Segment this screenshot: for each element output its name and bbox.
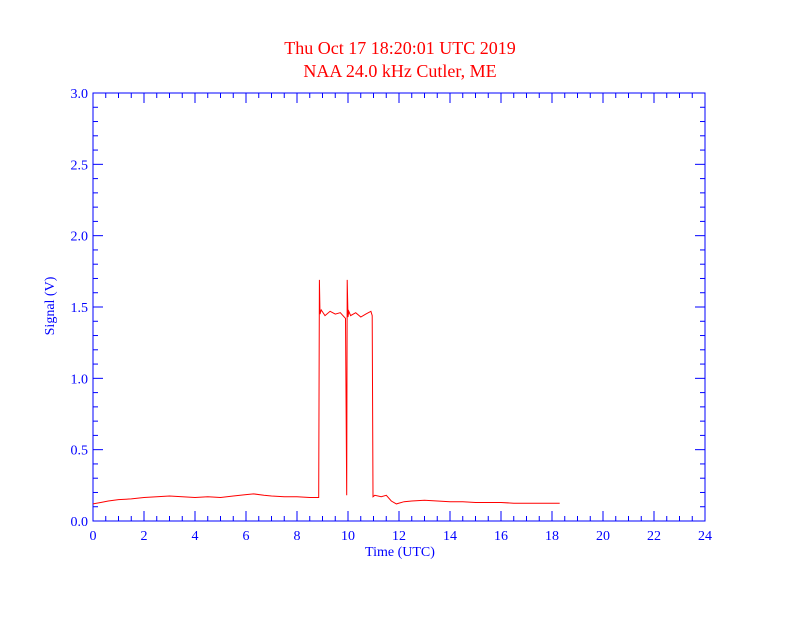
x-tick-label: 20 [596, 529, 610, 544]
y-axis-ticks: 0.0 0.5 1.0 1.5 2.0 2.5 3.0 [71, 87, 705, 530]
x-tick-label: 16 [494, 529, 508, 544]
x-tick-label: 6 [243, 529, 250, 544]
y-tick-label: 0.0 [71, 515, 89, 530]
plot-frame [92, 92, 706, 522]
y-tick-label: 1.5 [71, 301, 89, 316]
x-tick-label: 0 [90, 529, 97, 544]
x-tick-label: 12 [392, 529, 406, 544]
chart-title: Thu Oct 17 18:20:01 UTC 2019 [284, 38, 516, 58]
chart-subtitle: NAA 24.0 kHz Cutler, ME [303, 61, 496, 81]
x-tick-label: 10 [341, 529, 355, 544]
series-layer [92, 279, 560, 505]
series-line [92, 279, 560, 505]
x-tick-label: 18 [545, 529, 559, 544]
y-tick-label: 2.5 [71, 158, 89, 173]
y-tick-label: 0.5 [71, 444, 89, 459]
y-tick-label: 2.0 [71, 230, 89, 245]
x-tick-label: 2 [141, 529, 148, 544]
x-tick-label: 8 [294, 529, 301, 544]
x-tick-label: 24 [698, 529, 712, 544]
plot-border [92, 92, 706, 522]
y-axis-label: Signal (V) [43, 276, 58, 335]
y-tick-label: 3.0 [71, 87, 89, 102]
x-axis-ticks: 0 2 4 6 8 10 12 14 16 18 20 22 24 [90, 93, 712, 544]
y-tick-label: 1.0 [71, 372, 89, 387]
x-tick-label: 14 [443, 529, 457, 544]
x-tick-label: 4 [192, 529, 199, 544]
x-tick-label: 22 [647, 529, 661, 544]
x-axis-label: Time (UTC) [365, 545, 435, 560]
